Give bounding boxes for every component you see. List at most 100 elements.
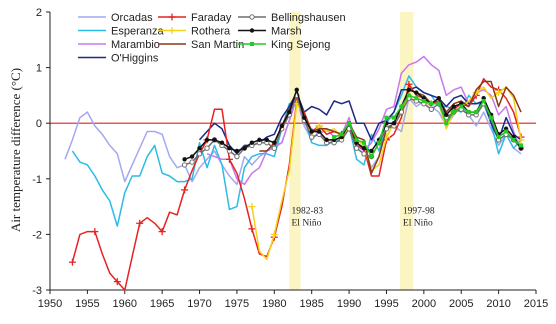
data-point-marsh [361,146,367,151]
data-point-king-sejong [436,101,441,106]
annotation-period-1: 1997-98 [403,206,435,216]
data-point-marsh [414,90,419,95]
data-point-marsh [451,104,456,109]
legend-label-rothera: Rothera [191,26,231,38]
x-tick-label: 2000 [412,298,436,310]
data-point-faraday [405,80,413,88]
el-nino-band-1 [399,12,414,290]
x-tick-label: 1960 [113,298,137,310]
data-point-king-sejong [414,96,419,101]
data-point-king-sejong [511,137,516,142]
data-point-rothera [270,230,278,238]
data-point-king-sejong [369,154,374,159]
x-tick-label: 1995 [374,298,398,310]
data-point-bellingshausen [204,145,210,151]
data-point-marsh [182,157,187,162]
data-point-king-sejong [399,104,404,109]
data-point-marsh [406,87,412,93]
data-point-marsh [264,137,270,143]
data-point-king-sejong [519,143,524,148]
legend-label-esperanza: Esperanza [111,26,164,38]
axes: -3 -2 -1 0 1 2 1950 1955 1960 1965 1970 1975 1980 198… [32,7,548,310]
legend-item-esperanza: Esperanza [78,26,164,38]
legend-label-faraday: Faraday [191,12,232,24]
data-point-marsh [242,146,247,151]
data-point-bellingshausen [361,151,367,157]
data-point-king-sejong [339,132,344,137]
data-point-marsh [279,123,284,129]
data-point-king-sejong [354,137,359,142]
x-tick-label: 2005 [449,298,473,310]
data-point-marsh [212,137,217,143]
legend-marker-bellingshausen [249,14,255,20]
legend-item-rothera: Rothera [158,26,231,38]
data-point-bellingshausen [181,162,188,168]
x-tick-label: 1970 [187,298,211,310]
data-point-bellingshausen [234,153,240,160]
data-point-king-sejong [504,129,509,134]
legend-label-bellingshausen: Bellingshausen [271,12,346,24]
annotation-event-1: El Niño [403,218,433,228]
x-tick-label: 1990 [337,298,361,310]
data-point-faraday [136,219,144,227]
legend-item-bellingshausen: Bellingshausen [238,12,346,24]
data-point-bellingshausen [271,145,278,151]
data-point-king-sejong [406,93,411,98]
data-point-marsh [219,140,225,145]
data-series [64,55,525,291]
data-point-marsh [234,148,240,154]
x-tick-label: 2010 [486,298,510,310]
data-point-king-sejong [391,115,396,120]
el-nino-band-0 [289,12,301,290]
data-point-rothera [517,136,525,144]
series-marsh [182,87,524,162]
data-point-bellingshausen [428,106,435,113]
x-tick-label: 2015 [524,298,548,310]
data-point-marsh [324,137,329,143]
data-point-marsh [436,95,441,101]
legend-item-faraday: Faraday [158,12,232,24]
data-point-faraday [158,228,166,236]
data-point-faraday [248,225,256,233]
legend-label-marambio: Marambio [111,39,160,51]
data-point-faraday [113,278,121,286]
data-point-marsh [309,129,314,134]
legend-marker-marsh [249,28,255,33]
legend-marker-rothera [168,27,176,34]
x-tick-label: 1955 [75,298,99,310]
data-point-marsh [197,146,202,151]
data-point-marsh [272,140,277,145]
data-point-bellingshausen [196,151,203,157]
data-point-marsh [189,154,195,159]
data-point-king-sejong [474,110,479,115]
x-tick-label: 1980 [262,298,286,310]
y-tick-label: -1 [32,174,42,186]
x-tick-label: 1965 [150,298,174,310]
legend-marker-faraday [168,13,176,21]
y-tick-label: 0 [36,118,42,130]
legend-label-o-higgins: O'Higgins [111,53,159,65]
data-point-marsh [391,121,397,126]
data-point-king-sejong [466,110,471,115]
data-point-bellingshausen [353,145,360,151]
x-tick-label: 1985 [299,298,323,310]
annotation-event-0: El Niño [292,218,322,228]
data-point-marsh [257,137,262,143]
annotation-period-0: 1982-83 [292,206,324,216]
data-point-marsh [369,148,374,154]
data-point-king-sejong [481,98,486,103]
data-point-rothera [248,203,256,211]
data-point-king-sejong [332,135,337,140]
legend-label-marsh: Marsh [271,26,302,38]
legend-label-orcadas: Orcadas [111,12,153,24]
data-point-faraday [68,258,76,266]
legend-item-o-higgins: O'Higgins [78,53,159,65]
data-point-marsh [204,137,210,143]
legend-item-marsh: Marsh [238,26,302,38]
legend-item-king-sejong: King Sejong [238,39,330,51]
y-axis-label: Air temperature difference (°C) [8,68,23,232]
data-point-faraday [181,186,189,194]
data-point-king-sejong [459,104,464,109]
